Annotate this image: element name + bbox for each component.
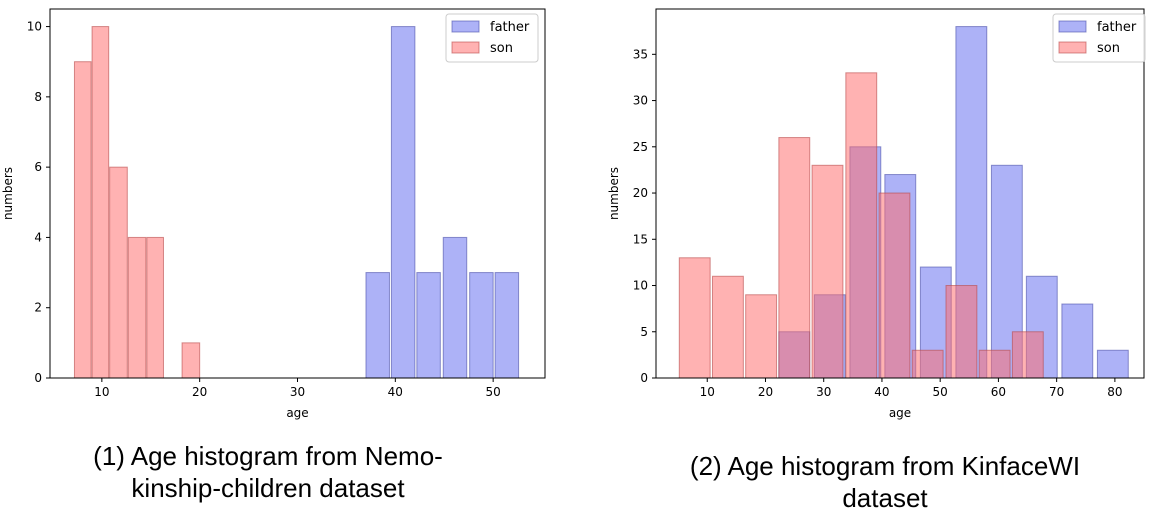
father-bar-4 [469, 272, 494, 379]
legend-swatch-father [451, 20, 480, 33]
son-bar-0 [73, 61, 92, 379]
y-tick-label-5: 5 [640, 325, 648, 339]
y-axis-label: numbers [1, 167, 15, 220]
y-tick-label-2: 2 [34, 301, 42, 315]
father-bar-0 [365, 272, 390, 379]
son-bar-2 [745, 294, 778, 379]
y-tick-label-35: 35 [633, 47, 648, 61]
x-tick-label-10: 10 [94, 385, 109, 399]
x-axis-label: age [889, 406, 911, 420]
series-son [73, 26, 201, 379]
x-tick-label-20: 20 [758, 385, 773, 399]
father-bar-9 [1096, 349, 1129, 379]
x-tick-label-50: 50 [486, 385, 501, 399]
son-bar-2 [109, 166, 128, 379]
legend-label-son: son [1097, 41, 1120, 56]
son-bar-5 [845, 72, 878, 379]
caption-line-2: dataset [842, 483, 928, 513]
y-axis-label: numbers [607, 167, 621, 220]
x-axis-label: age [286, 406, 308, 420]
son-bar-0 [678, 257, 711, 379]
y-tick-label-20: 20 [633, 186, 648, 200]
nemo-kinship-histogram: 10 20 30 40 50 0 2 4 6 8 10 age numbers father son (1) … [1, 8, 546, 503]
son-bar-5 [181, 342, 201, 379]
legend-swatch-son [1058, 41, 1087, 54]
x-tick-label-40: 40 [874, 385, 889, 399]
x-tick-label-10: 10 [700, 385, 715, 399]
x-tick-label-20: 20 [192, 385, 207, 399]
legend: father son [445, 13, 539, 63]
son-bar-7 [911, 349, 944, 379]
legend: father son [1052, 13, 1146, 63]
x-tick-label-60: 60 [991, 385, 1006, 399]
x-tick-label-30: 30 [290, 385, 305, 399]
y-tick-label-10: 10 [633, 279, 648, 293]
son-bar-1 [91, 26, 110, 379]
legend-label-son: son [490, 41, 513, 56]
son-bar-9 [978, 349, 1011, 379]
y-tick-label-0: 0 [640, 371, 648, 385]
kinfacewi-histogram: 10 20 30 40 50 60 70 80 0 5 10 15 20 25 30 35 age numbers… [607, 8, 1146, 513]
father-bar-8 [1061, 303, 1094, 379]
legend-label-father: father [1097, 20, 1137, 35]
son-bar-8 [945, 285, 978, 379]
y-tick-label-0: 0 [34, 371, 42, 385]
series-son [678, 72, 1044, 379]
son-bar-3 [127, 236, 147, 379]
father-bar-5 [494, 272, 520, 379]
x-tick-label-50: 50 [933, 385, 948, 399]
y-tick-label-30: 30 [633, 94, 648, 108]
legend-swatch-father [1058, 20, 1087, 33]
son-bar-3 [778, 137, 811, 379]
series-father [365, 26, 520, 379]
son-bar-4 [811, 164, 844, 379]
x-tick-label-30: 30 [816, 385, 831, 399]
caption-line-2: kinship-children dataset [131, 473, 405, 503]
y-tick-label-8: 8 [34, 90, 42, 104]
x-tick-label-70: 70 [1049, 385, 1064, 399]
x-tick-label-40: 40 [388, 385, 403, 399]
x-tick-label-80: 80 [1107, 385, 1122, 399]
father-bar-3 [442, 236, 468, 379]
father-bar-2 [416, 272, 441, 379]
caption-line-1: (2) Age histogram from KinfaceWI [690, 451, 1080, 481]
y-tick-label-4: 4 [34, 230, 42, 244]
caption-line-1: (1) Age histogram from Nemo- [93, 441, 443, 471]
son-bar-1 [711, 275, 744, 379]
son-bar-4 [146, 236, 164, 379]
y-tick-label-25: 25 [633, 140, 648, 154]
y-tick-label-6: 6 [34, 160, 42, 174]
y-tick-label-15: 15 [633, 232, 648, 246]
father-bar-1 [390, 26, 416, 379]
son-bar-6 [878, 192, 911, 379]
y-tick-label-10: 10 [27, 20, 42, 34]
son-bar-10 [1011, 331, 1044, 379]
legend-swatch-son [451, 41, 480, 54]
legend-label-father: father [490, 20, 530, 35]
